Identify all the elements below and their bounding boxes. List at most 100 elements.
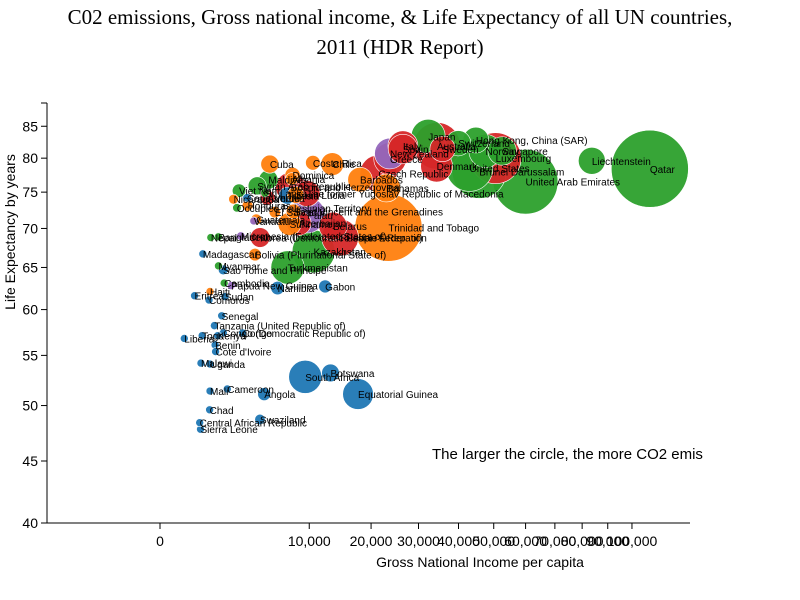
bubble-point[interactable] bbox=[288, 360, 323, 394]
bubble-label: Senegal bbox=[222, 312, 259, 323]
bubble-point[interactable] bbox=[196, 358, 206, 368]
bubble-label: Switzerland bbox=[458, 139, 510, 150]
bubble-label: Nepal bbox=[211, 234, 237, 245]
bubble-point[interactable] bbox=[195, 418, 204, 427]
y-tick-label: 40 bbox=[22, 515, 38, 531]
chart-title-line-1: C02 emissions, Gross national income, & … bbox=[67, 5, 733, 29]
bubble-label: Armenia bbox=[268, 194, 306, 205]
bubble-point[interactable] bbox=[320, 152, 345, 176]
bubble-point[interactable] bbox=[429, 136, 456, 162]
bubble-label: Chile bbox=[332, 160, 355, 171]
bubble-point[interactable] bbox=[198, 249, 208, 259]
bubble-point[interactable] bbox=[211, 347, 220, 356]
chart-title-line-2: 2011 (HDR Report) bbox=[316, 35, 484, 59]
x-tick-label: 20,000 bbox=[350, 533, 393, 549]
bubble-point[interactable] bbox=[206, 233, 216, 242]
bubble-point[interactable] bbox=[222, 384, 232, 394]
bubble-label: Viet Nam bbox=[239, 187, 280, 198]
bubble-point[interactable] bbox=[210, 321, 219, 330]
bubble-point[interactable] bbox=[487, 136, 517, 166]
bubble-point[interactable] bbox=[249, 227, 271, 248]
bubble-label: Korea (Democratic People's Rep. of) bbox=[260, 234, 423, 245]
bubble-point[interactable] bbox=[611, 129, 689, 208]
bubble-point[interactable] bbox=[205, 405, 214, 415]
bubble-label: Brunei Darussalam bbox=[479, 167, 564, 178]
bubble-point[interactable] bbox=[260, 188, 270, 198]
bubble-label: Cambodia bbox=[224, 279, 270, 290]
bubble-label: Bangladesh bbox=[218, 233, 271, 244]
x-tick-label: 10,000 bbox=[288, 533, 331, 549]
bubble-label: Sudan bbox=[225, 293, 254, 304]
y-tick-label: 50 bbox=[22, 398, 38, 414]
bubble-point[interactable] bbox=[228, 193, 239, 205]
bubble-point[interactable] bbox=[347, 167, 373, 193]
bubble-point[interactable] bbox=[242, 193, 252, 203]
bubble-label: Comoros bbox=[209, 296, 250, 307]
bubble-point[interactable] bbox=[238, 328, 247, 338]
bubble-label: Trinidad and Tobago bbox=[388, 224, 479, 235]
bubble-label: Eritrea bbox=[195, 292, 225, 303]
bubble-point[interactable] bbox=[270, 250, 305, 285]
bubble-label: Albania bbox=[292, 175, 326, 186]
bubble-point[interactable] bbox=[260, 154, 280, 174]
x-tick-label: 90,000 bbox=[586, 533, 629, 549]
y-tick-label: 80 bbox=[22, 150, 38, 166]
bubble-point[interactable] bbox=[232, 183, 247, 198]
bubble-point[interactable] bbox=[213, 331, 222, 340]
x-tick-label: 50,000 bbox=[472, 533, 515, 549]
bubble-label: Gabon bbox=[325, 282, 355, 293]
x-tick-label: 0 bbox=[156, 533, 164, 549]
bubble-point[interactable] bbox=[387, 133, 419, 165]
bubble-point[interactable] bbox=[285, 203, 302, 220]
bubble-label: Haiti bbox=[210, 287, 230, 298]
bubble-point[interactable] bbox=[204, 295, 214, 305]
bubble-label: Russian Federation bbox=[340, 234, 427, 245]
bubble-point[interactable] bbox=[190, 291, 199, 301]
bubble-point[interactable] bbox=[318, 279, 332, 294]
bubble-point[interactable] bbox=[232, 203, 242, 213]
bubble-point[interactable] bbox=[254, 413, 266, 425]
bubble-point[interactable] bbox=[219, 278, 229, 288]
bubble-label: Italy bbox=[403, 142, 421, 153]
bubble-point[interactable] bbox=[220, 292, 230, 301]
bubble-point[interactable] bbox=[321, 363, 340, 383]
bubble-point[interactable] bbox=[217, 311, 226, 321]
y-tick-label: 70 bbox=[22, 220, 38, 236]
bubble-point[interactable] bbox=[248, 248, 262, 262]
bubble-labels-layer: Japan Hong Kong, China (SAR)Switzerland It… bbox=[184, 132, 675, 436]
bubble-point[interactable] bbox=[257, 387, 272, 401]
x-axis: 0 10,000 20,000 30,00040,00050,00060,00070,… bbox=[47, 522, 690, 549]
x-tick-label: 80,000 bbox=[561, 533, 604, 549]
bubble-label: Togo bbox=[202, 332, 224, 343]
bubble-point[interactable] bbox=[205, 359, 215, 369]
bubble-point[interactable] bbox=[236, 231, 246, 241]
bubble-point[interactable] bbox=[249, 216, 259, 226]
bubble-point[interactable] bbox=[318, 211, 348, 241]
bubble-point[interactable] bbox=[179, 334, 189, 343]
y-tick-label: 65 bbox=[22, 259, 38, 275]
bubble-point[interactable] bbox=[205, 386, 215, 396]
bubble-label: Central African Republic bbox=[200, 419, 307, 430]
bubble-point[interactable] bbox=[214, 261, 223, 271]
bubble-point[interactable] bbox=[285, 172, 299, 186]
annotation-text: The larger the circle, the more CO2 emis bbox=[432, 446, 703, 463]
bubble-point[interactable] bbox=[305, 155, 321, 171]
bubble-point[interactable] bbox=[578, 147, 606, 175]
bubble-point[interactable] bbox=[197, 331, 207, 340]
bubble-point[interactable] bbox=[342, 378, 374, 410]
bubbles-layer bbox=[179, 119, 689, 434]
bubble-label: Myanmar bbox=[218, 262, 260, 273]
bubble-point[interactable] bbox=[287, 186, 305, 204]
x-tick-label: 40,000 bbox=[437, 533, 480, 549]
bubble-point[interactable] bbox=[205, 287, 215, 296]
bubble-point[interactable] bbox=[372, 173, 401, 203]
bubble-label: Micronesia (Federated States of) bbox=[241, 232, 387, 243]
bubble-label: Belarus bbox=[333, 222, 367, 233]
bubble-label: Nicaragua bbox=[234, 195, 280, 206]
bubble-label: Guatemala bbox=[256, 216, 305, 227]
bubble-point[interactable] bbox=[270, 281, 285, 296]
bubble-label: Sweden bbox=[443, 145, 479, 156]
bubble-label: Tanzania (United Republic of) bbox=[214, 322, 345, 333]
bubble-point[interactable] bbox=[268, 206, 281, 219]
